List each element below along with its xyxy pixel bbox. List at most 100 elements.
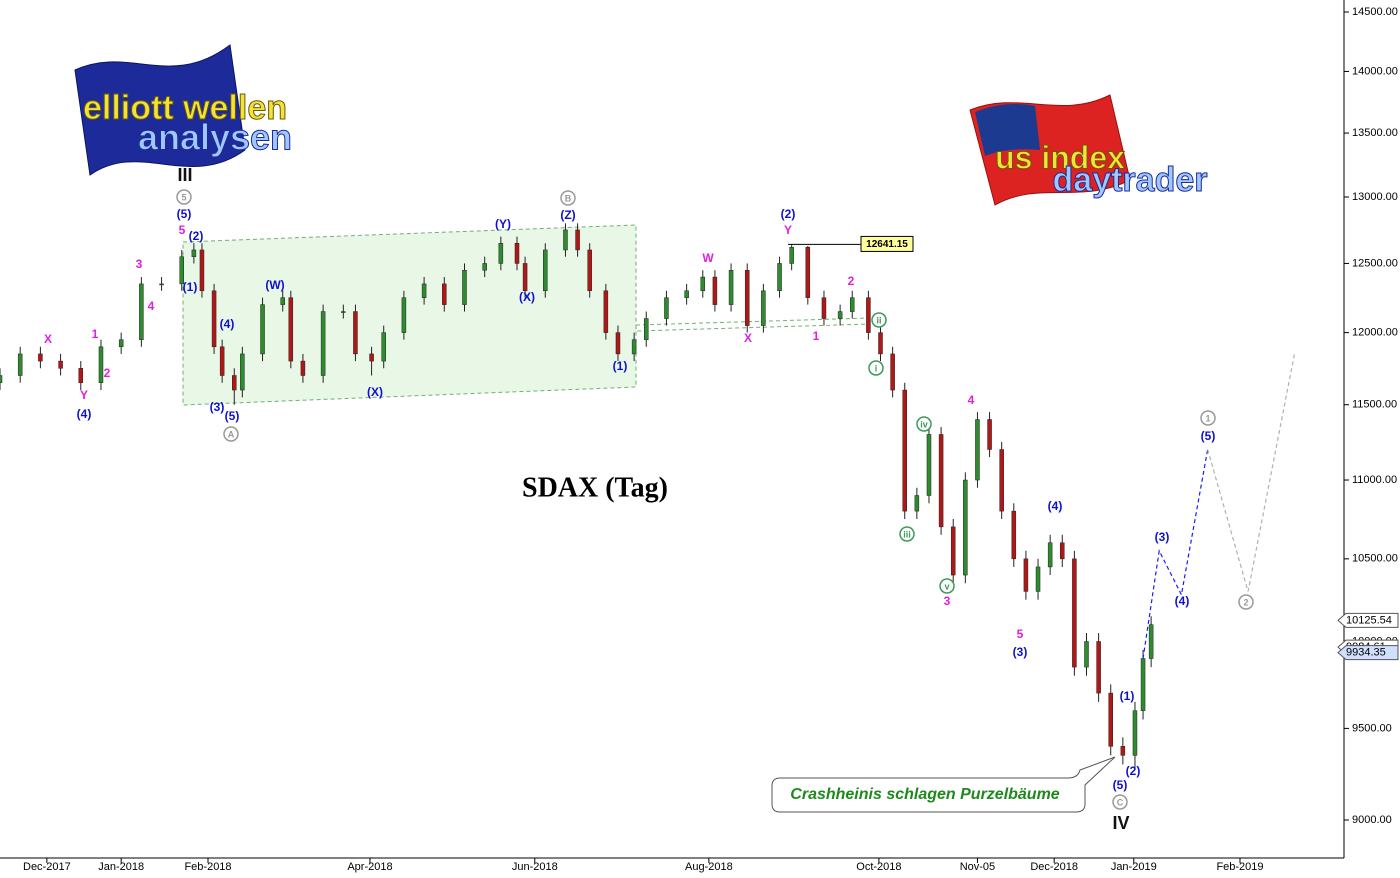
projection bbox=[1142, 449, 1209, 659]
candle-body bbox=[575, 229, 580, 251]
candle-body bbox=[1084, 641, 1089, 668]
y-tick-label: 11500.00 bbox=[1352, 399, 1397, 411]
candle-body bbox=[1120, 746, 1126, 756]
y-tick-label: 13500.00 bbox=[1352, 127, 1398, 139]
wave-label: (Z) bbox=[560, 208, 575, 222]
wave-circle bbox=[1112, 794, 1128, 810]
candle-body bbox=[320, 311, 326, 376]
logo-text: analysen bbox=[138, 117, 292, 158]
wave-label: Y bbox=[80, 388, 88, 402]
candle-body bbox=[280, 297, 285, 305]
wave-label: (1) bbox=[613, 359, 628, 373]
candle-body bbox=[260, 304, 265, 355]
candle-body bbox=[890, 353, 895, 391]
wave-circle bbox=[916, 416, 932, 432]
wave-label: 2 bbox=[1243, 597, 1248, 607]
wave-label: (Y) bbox=[495, 217, 511, 231]
wave-label: X bbox=[744, 331, 752, 345]
candle-body bbox=[341, 311, 346, 313]
wave-label: W bbox=[702, 251, 714, 265]
wave-label: (1) bbox=[183, 280, 198, 294]
y-tick-label: 12000.00 bbox=[1352, 327, 1398, 339]
wave-label: 4 bbox=[968, 393, 975, 407]
y-tick-label: 10500.00 bbox=[1352, 553, 1398, 565]
y-tick-label: 13000.00 bbox=[1352, 191, 1398, 203]
wave-label: 1 bbox=[92, 327, 99, 341]
x-tick-label: Jan-2019 bbox=[1111, 861, 1157, 873]
price-label: 10125.54 bbox=[1346, 614, 1392, 626]
candle-body bbox=[615, 332, 621, 355]
y-tick-label: 14000.00 bbox=[1352, 65, 1398, 77]
candle-body bbox=[462, 269, 467, 305]
candle-body bbox=[159, 283, 164, 286]
candle-body bbox=[482, 263, 487, 271]
candle-body bbox=[987, 419, 992, 450]
candle-body bbox=[902, 389, 907, 512]
y-tick-label: 11000.00 bbox=[1352, 474, 1397, 486]
x-tick-label: Dec-2017 bbox=[23, 861, 71, 873]
wave-label: iv bbox=[920, 419, 928, 429]
logo-text: daytrader bbox=[1053, 161, 1208, 199]
y-tick-label: 12500.00 bbox=[1352, 257, 1398, 269]
wave-label: 2 bbox=[104, 366, 111, 380]
wave-label: Y bbox=[784, 223, 792, 237]
callout-text: Crashheinis schlagen Purzelbäume bbox=[790, 786, 1060, 803]
logo-right: us index daytrader bbox=[969, 94, 1208, 206]
wave-label: A bbox=[228, 429, 235, 439]
wave-label: (3) bbox=[1013, 645, 1028, 659]
wave-label: (5) bbox=[1201, 429, 1216, 443]
logo-text: elliott wellen bbox=[83, 89, 287, 127]
candle-body bbox=[118, 339, 124, 348]
candle-body bbox=[728, 269, 734, 305]
candle-body bbox=[587, 249, 592, 292]
candle-body bbox=[17, 353, 23, 376]
candle-body bbox=[849, 297, 855, 312]
wave-label: i bbox=[875, 363, 878, 373]
wave-label: 3 bbox=[136, 257, 143, 271]
candle-body bbox=[975, 419, 980, 481]
wave-label: (4) bbox=[1175, 594, 1190, 608]
x-tick-label: Feb-2019 bbox=[1216, 861, 1263, 873]
candle-body bbox=[98, 346, 104, 384]
wave-label: IV bbox=[1112, 813, 1129, 833]
candle-body bbox=[878, 332, 883, 355]
logo-text: us index bbox=[995, 139, 1125, 175]
candle-body bbox=[1011, 510, 1017, 560]
candle-body bbox=[199, 249, 205, 292]
candle-body bbox=[401, 297, 407, 333]
wave-label: 2 bbox=[848, 274, 855, 288]
candle-body bbox=[999, 449, 1004, 512]
candle-body bbox=[211, 290, 217, 348]
candle-body bbox=[938, 434, 944, 528]
candle-body bbox=[664, 297, 669, 319]
wave-label: (5) bbox=[1113, 778, 1128, 792]
wave-circle bbox=[223, 426, 239, 442]
candle-body bbox=[1132, 710, 1138, 756]
candle-body bbox=[1035, 566, 1041, 592]
candle-body bbox=[950, 526, 956, 576]
x-tick-label: Jun-2018 bbox=[512, 861, 558, 873]
peak-box bbox=[860, 235, 914, 252]
x-tick-label: Nov-05 bbox=[960, 861, 995, 873]
y-tick-label: 9000.00 bbox=[1352, 814, 1392, 826]
wave-label: 5 bbox=[1017, 627, 1024, 641]
price-label: 9934.35 bbox=[1346, 647, 1386, 659]
candle-body bbox=[0, 375, 3, 384]
wave-circle bbox=[1238, 594, 1254, 610]
candle-body bbox=[38, 353, 43, 362]
candle-body bbox=[179, 256, 185, 285]
candle-body bbox=[78, 368, 84, 384]
candle-body bbox=[498, 242, 504, 264]
price-label-box bbox=[1337, 612, 1399, 628]
candle-body bbox=[700, 276, 706, 292]
channel bbox=[182, 224, 637, 406]
callout: Crashheinis schlagen Purzelbäume bbox=[771, 756, 1116, 813]
candle-body bbox=[288, 297, 294, 362]
candle-body bbox=[381, 332, 386, 362]
x-tick-label: Jan-2018 bbox=[98, 861, 144, 873]
wave-label: (4) bbox=[1048, 499, 1063, 513]
wave-label: (5) bbox=[177, 207, 192, 221]
wave-label: (3) bbox=[210, 400, 225, 414]
candle-body bbox=[1047, 542, 1053, 568]
